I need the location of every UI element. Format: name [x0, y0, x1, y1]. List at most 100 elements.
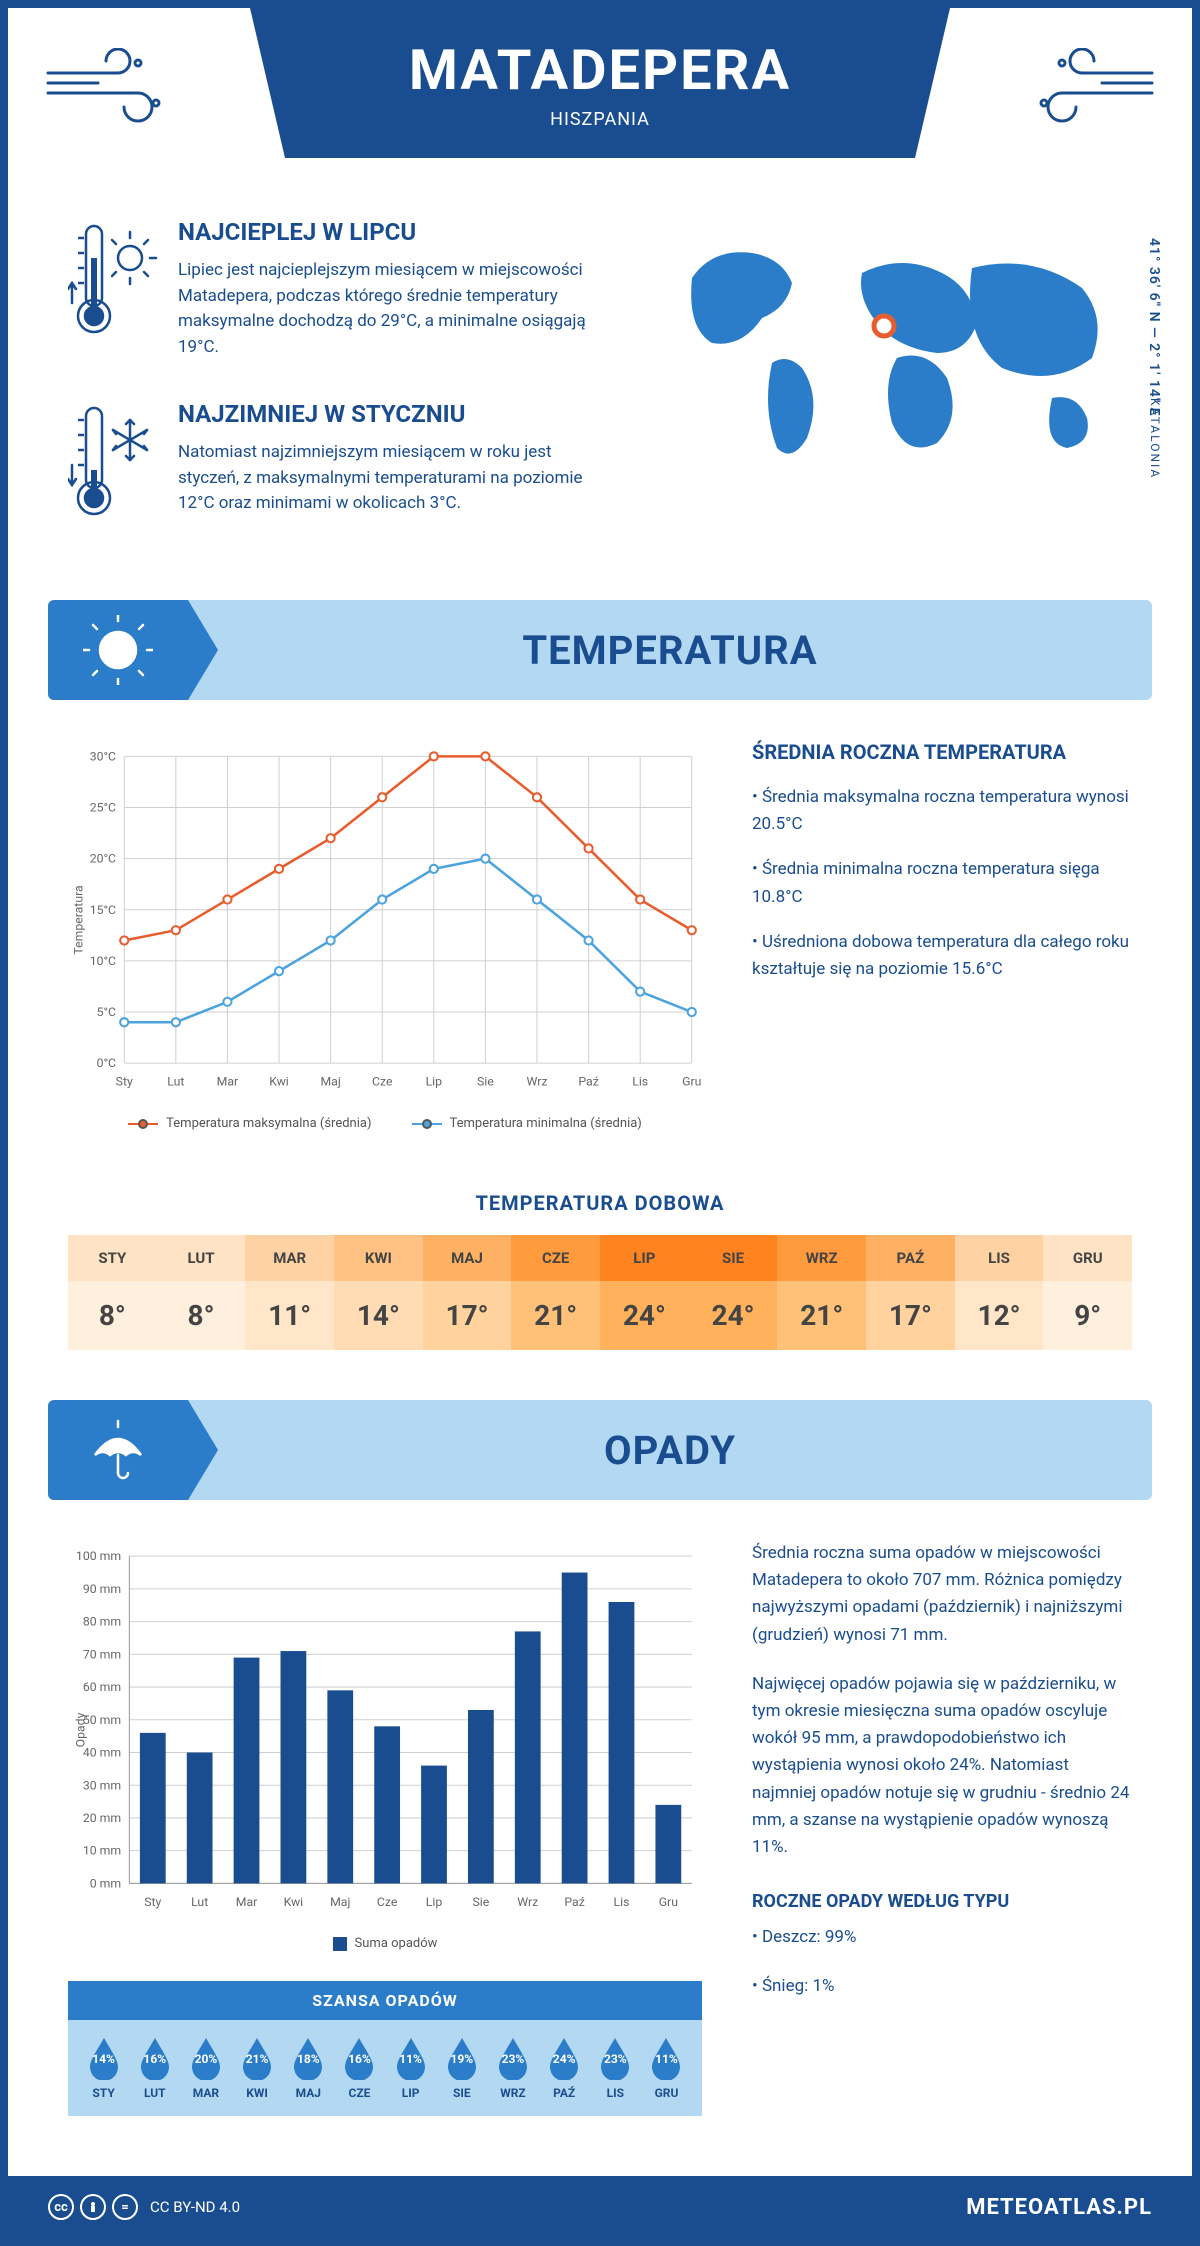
- temp-cell: PAŹ 17°: [866, 1235, 955, 1350]
- precip-type-heading: ROCZNE OPADY WEDŁUG TYPU: [752, 1891, 1132, 1912]
- svg-text:Wrz: Wrz: [517, 1895, 538, 1909]
- legend-max-label: Temperatura maksymalna (średnia): [166, 1116, 371, 1131]
- by-icon: [80, 2194, 106, 2220]
- temp-summary-p2: • Średnia minimalna roczna temperatura s…: [752, 856, 1132, 910]
- coldest-heading: NAJZIMNIEJ W STYCZNIU: [178, 400, 612, 428]
- chance-title: SZANSA OPADÓW: [68, 1981, 702, 2020]
- drop-icon: 20%: [188, 2036, 224, 2080]
- svg-text:15°C: 15°C: [90, 903, 116, 917]
- coldest-text: NAJZIMNIEJ W STYCZNIU Natomiast najzimni…: [178, 400, 612, 520]
- temp-cell: WRZ 21°: [777, 1235, 866, 1350]
- precipitation-section-header: OPADY: [48, 1400, 1152, 1500]
- legend-min: Temperatura minimalna (średnia): [412, 1116, 642, 1131]
- line-chart-legend: Temperatura maksymalna (średnia) Tempera…: [68, 1116, 702, 1131]
- cc-icon: cc: [48, 2194, 74, 2220]
- drop-icon: 24%: [546, 2036, 582, 2080]
- svg-text:10°C: 10°C: [90, 954, 116, 968]
- coldest-block: NAJZIMNIEJ W STYCZNIU Natomiast najzimni…: [68, 400, 612, 520]
- svg-text:Gru: Gru: [659, 1895, 678, 1909]
- legend-precip: Suma opadów: [333, 1936, 438, 1951]
- drop-icon: 11%: [393, 2036, 429, 2080]
- svg-text:80 mm: 80 mm: [83, 1615, 121, 1629]
- map-column: 41° 36' 6" N — 2° 1' 14" E KATALONIA: [652, 218, 1132, 560]
- drop-icon: 18%: [290, 2036, 326, 2080]
- temp-cell: LIS 12°: [955, 1235, 1044, 1350]
- svg-text:Cze: Cze: [372, 1075, 393, 1089]
- svg-text:Lip: Lip: [426, 1075, 443, 1089]
- temp-cell: GRU 9°: [1043, 1235, 1132, 1350]
- line-chart-wrap: 0°C5°C10°C15°C20°C25°C30°CStyLutMarKwiMa…: [68, 740, 702, 1131]
- sun-icon: [48, 600, 188, 700]
- svg-text:40 mm: 40 mm: [83, 1746, 121, 1760]
- svg-text:Paź: Paź: [578, 1075, 598, 1089]
- precip-type1: • Deszcz: 99%: [752, 1924, 1132, 1951]
- legend-precip-label: Suma opadów: [355, 1936, 438, 1951]
- chance-cell: 14% STY: [78, 2036, 129, 2100]
- nd-icon: =: [112, 2194, 138, 2220]
- chance-cell: 11% GRU: [641, 2036, 692, 2100]
- drop-icon: 23%: [597, 2036, 633, 2080]
- svg-text:Lut: Lut: [191, 1895, 208, 1909]
- precipitation-chance-table: SZANSA OPADÓW 14% STY 16% LUT 20% MAR 21…: [68, 1981, 702, 2116]
- wind-icon: [1022, 48, 1162, 128]
- site-name: METEOATLAS.PL: [966, 2195, 1152, 2220]
- svg-text:0 mm: 0 mm: [90, 1876, 121, 1890]
- legend-max: Temperatura maksymalna (średnia): [128, 1116, 371, 1131]
- temp-summary-heading: ŚREDNIA ROCZNA TEMPERATURA: [752, 740, 1132, 764]
- temp-summary-p1: • Średnia maksymalna roczna temperatura …: [752, 784, 1132, 838]
- license-block: cc = CC BY-ND 4.0: [48, 2194, 240, 2220]
- drop-icon: 11%: [648, 2036, 684, 2080]
- chance-cell: 19% SIE: [436, 2036, 487, 2100]
- cc-icons: cc =: [48, 2194, 138, 2220]
- header: MATADEPERA HISZPANIA: [8, 8, 1192, 188]
- temp-cell: CZE 21°: [511, 1235, 600, 1350]
- chance-body: 14% STY 16% LUT 20% MAR 21% KWI: [68, 2020, 702, 2116]
- precipitation-chart-area: 0 mm10 mm20 mm30 mm40 mm50 mm60 mm70 mm8…: [8, 1500, 1192, 2136]
- hottest-heading: NAJCIEPLEJ W LIPCU: [178, 218, 612, 246]
- coordinates-label: 41° 36' 6" N — 2° 1' 14" E: [1146, 238, 1162, 417]
- infographic-page: MATADEPERA HISZPANIA: [0, 0, 1200, 2246]
- svg-text:Sty: Sty: [144, 1895, 161, 1909]
- chance-cell: 18% MAJ: [283, 2036, 334, 2100]
- drop-icon: 21%: [239, 2036, 275, 2080]
- legend-min-label: Temperatura minimalna (średnia): [450, 1116, 642, 1131]
- svg-text:20 mm: 20 mm: [83, 1811, 121, 1825]
- svg-text:Kwi: Kwi: [269, 1075, 289, 1089]
- svg-text:30°C: 30°C: [90, 749, 116, 763]
- drop-icon: 23%: [495, 2036, 531, 2080]
- svg-text:Lis: Lis: [614, 1895, 630, 1909]
- precip-p2: Najwięcej opadów pojawia się w październ…: [752, 1671, 1132, 1861]
- chance-cell: 24% PAŹ: [539, 2036, 590, 2100]
- intro-text-column: NAJCIEPLEJ W LIPCU Lipiec jest najcieple…: [68, 218, 612, 560]
- temp-cell: KWI 14°: [334, 1235, 423, 1350]
- temp-cell: SIE 24°: [689, 1235, 778, 1350]
- drop-icon: 16%: [137, 2036, 173, 2080]
- svg-text:0°C: 0°C: [97, 1056, 116, 1070]
- thermometer-cold-icon: [68, 400, 158, 520]
- svg-text:Opady: Opady: [73, 1712, 87, 1747]
- chance-cell: 23% LIS: [590, 2036, 641, 2100]
- svg-text:25°C: 25°C: [90, 801, 116, 815]
- temperature-title: TEMPERATURA: [188, 627, 1152, 674]
- svg-text:Kwi: Kwi: [284, 1895, 304, 1909]
- svg-text:Sty: Sty: [116, 1075, 133, 1089]
- license-text: CC BY-ND 4.0: [150, 2198, 240, 2216]
- umbrella-icon: [48, 1400, 188, 1500]
- bar-chart-wrap: 0 mm10 mm20 mm30 mm40 mm50 mm60 mm70 mm8…: [68, 1540, 702, 2116]
- svg-text:90 mm: 90 mm: [83, 1582, 121, 1596]
- temperature-section-header: TEMPERATURA: [48, 600, 1152, 700]
- temp-cell: STY 8°: [68, 1235, 157, 1350]
- city-title: MATADEPERA: [409, 37, 791, 103]
- chance-cell: 16% LUT: [129, 2036, 180, 2100]
- daily-temp-section: TEMPERATURA DOBOWA STY 8° LUT 8° MAR 11°…: [8, 1171, 1192, 1400]
- svg-text:Paź: Paź: [564, 1895, 584, 1909]
- daily-temp-table: STY 8° LUT 8° MAR 11° KWI 14° MAJ 17° CZ…: [68, 1235, 1132, 1350]
- svg-text:Maj: Maj: [320, 1075, 340, 1089]
- thermometer-hot-icon: [68, 218, 158, 338]
- hottest-body: Lipiec jest najcieplejszym miesiącem w m…: [178, 258, 612, 360]
- temp-summary-p3: • Uśredniona dobowa temperatura dla całe…: [752, 929, 1132, 983]
- precip-type2: • Śnieg: 1%: [752, 1973, 1132, 2000]
- svg-text:Sie: Sie: [477, 1075, 494, 1089]
- temp-cell: MAR 11°: [245, 1235, 334, 1350]
- svg-text:Wrz: Wrz: [526, 1075, 547, 1089]
